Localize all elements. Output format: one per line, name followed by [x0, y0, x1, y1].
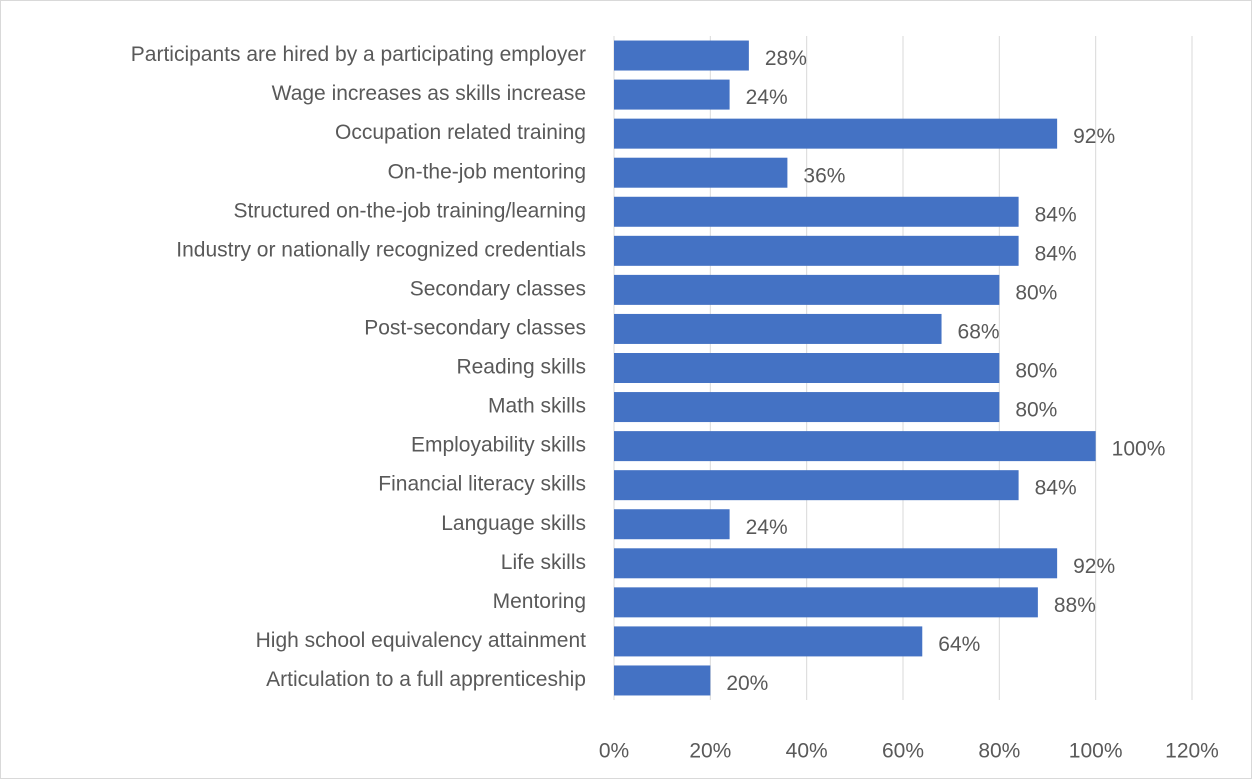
- data-label: 20%: [726, 672, 768, 695]
- y-tick-label: Reading skills: [456, 356, 586, 379]
- y-tick-label: Articulation to a full apprenticeship: [266, 668, 586, 691]
- data-label: 84%: [1035, 477, 1077, 500]
- bar: [614, 509, 730, 540]
- data-label: 80%: [1015, 360, 1057, 383]
- bar: [614, 313, 942, 344]
- y-tick-label: Language skills: [441, 512, 586, 535]
- data-label: 88%: [1054, 594, 1096, 617]
- bar: [614, 587, 1038, 618]
- y-tick-label: Employability skills: [411, 434, 586, 457]
- x-tick-label: 60%: [882, 740, 924, 763]
- y-tick-label: Post-secondary classes: [364, 316, 586, 339]
- bar: [614, 274, 1000, 305]
- bar: [614, 196, 1019, 227]
- bar: [614, 626, 923, 657]
- y-tick-label: Industry or nationally recognized creden…: [176, 238, 586, 261]
- y-tick-label: On-the-job mentoring: [388, 160, 586, 183]
- data-label: 36%: [803, 164, 845, 187]
- bar: [614, 235, 1019, 266]
- bar: [614, 353, 1000, 383]
- y-tick-label: Occupation related training: [335, 121, 586, 144]
- x-tick-label: 40%: [786, 740, 828, 763]
- x-tick-label: 80%: [978, 740, 1020, 763]
- data-label: 24%: [746, 516, 788, 539]
- x-tick-label: 20%: [689, 740, 731, 763]
- bar: [614, 392, 1000, 423]
- y-tick-label: Secondary classes: [410, 277, 586, 300]
- x-tick-label: 120%: [1165, 740, 1219, 763]
- x-tick-label: 100%: [1069, 740, 1123, 763]
- y-tick-label: High school equivalency attainment: [256, 629, 587, 652]
- data-label: 24%: [746, 86, 788, 109]
- bar: [614, 665, 711, 696]
- y-tick-label: Structured on-the-job training/learning: [233, 199, 586, 222]
- data-label: 92%: [1073, 125, 1115, 148]
- bar: [614, 40, 749, 71]
- data-label: 68%: [958, 320, 1000, 343]
- x-tick-label: 0%: [599, 740, 629, 763]
- data-label: 84%: [1035, 242, 1077, 265]
- data-label: 92%: [1073, 555, 1115, 578]
- data-label: 80%: [1015, 281, 1057, 304]
- y-tick-label: Wage increases as skills increase: [272, 82, 586, 105]
- y-tick-label: Participants are hired by a participatin…: [131, 43, 586, 66]
- data-label: 28%: [765, 47, 807, 70]
- y-tick-label: Life skills: [501, 551, 586, 574]
- bar: [614, 548, 1058, 579]
- y-tick-label: Math skills: [488, 395, 586, 418]
- bar: [614, 157, 788, 188]
- bar: [614, 470, 1019, 501]
- data-label: 64%: [938, 633, 980, 656]
- data-label: 80%: [1015, 399, 1057, 422]
- data-label: 84%: [1035, 203, 1077, 226]
- bar: [614, 118, 1058, 149]
- y-tick-label: Mentoring: [493, 590, 586, 613]
- bar: [614, 79, 730, 110]
- bar: [614, 431, 1096, 462]
- y-tick-label: Financial literacy skills: [378, 473, 586, 496]
- data-label: 100%: [1112, 438, 1166, 461]
